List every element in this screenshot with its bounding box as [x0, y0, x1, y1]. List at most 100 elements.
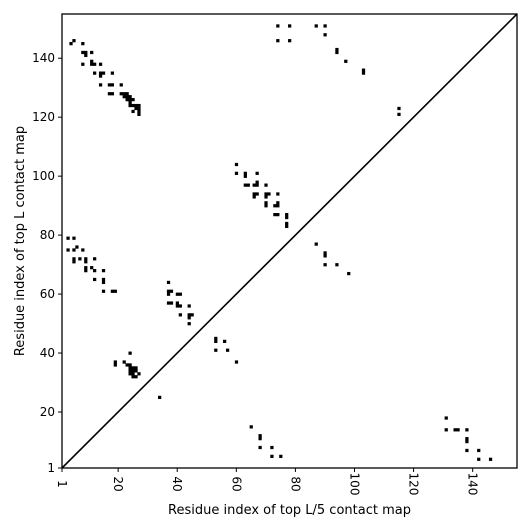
contact-cell	[214, 348, 218, 352]
contact-cell	[444, 428, 448, 432]
contact-cell	[72, 257, 76, 261]
contact-cell	[98, 62, 103, 66]
contact-cell	[122, 92, 126, 96]
contact-cell	[98, 83, 103, 87]
contact-cell	[78, 257, 82, 261]
contact-cell	[273, 213, 277, 217]
contact-cell	[128, 366, 132, 370]
contact-cell	[264, 201, 268, 205]
contact-cell	[158, 395, 162, 400]
contact-cell	[110, 83, 114, 87]
contact-cell	[323, 251, 327, 255]
contact-cell	[134, 375, 138, 379]
x-tick-label: 40	[170, 476, 184, 491]
contact-cell	[166, 289, 171, 293]
contact-cell	[187, 304, 191, 308]
contact-cell	[323, 254, 327, 258]
x-tick-label: 100	[348, 473, 362, 496]
contact-cell	[131, 375, 135, 379]
contact-cell	[84, 257, 88, 261]
contact-cell	[234, 171, 239, 175]
contact-cell	[81, 62, 85, 66]
contact-cell	[214, 339, 218, 343]
contact-cell	[131, 109, 135, 114]
contact-cell	[69, 42, 73, 46]
contact-cell	[243, 183, 247, 187]
contact-cell	[276, 204, 280, 208]
contact-cell	[285, 224, 289, 229]
contact-cell	[347, 271, 351, 276]
contact-cell	[465, 437, 469, 441]
contact-cell	[175, 301, 179, 305]
contact-cell	[166, 280, 171, 285]
contact-cell	[214, 336, 218, 341]
contact-cell	[335, 263, 339, 267]
y-tick-label: 140	[32, 51, 55, 65]
contact-cell	[323, 263, 327, 267]
contact-cell	[175, 304, 179, 308]
contact-cell	[314, 242, 318, 246]
contact-cell	[323, 33, 327, 37]
contact-cell	[101, 280, 106, 285]
contact-cell	[444, 416, 448, 420]
contact-cell	[128, 98, 132, 102]
contact-cell	[84, 53, 88, 58]
contact-cell	[252, 192, 256, 196]
contact-cells	[66, 24, 493, 461]
contact-cell	[93, 71, 97, 75]
contact-cell	[243, 174, 247, 178]
contact-cell	[107, 83, 112, 87]
contact-cell	[128, 100, 132, 105]
y-axis-label: Residue index of top L contact map	[13, 126, 28, 356]
contact-cell	[255, 192, 259, 196]
x-tick-label: 1	[55, 480, 69, 488]
x-tick-label: 140	[466, 473, 480, 496]
contact-cell	[81, 50, 85, 55]
contact-cell	[276, 24, 280, 28]
contact-cell	[84, 50, 88, 55]
contact-cell	[137, 109, 141, 114]
contact-cell	[101, 71, 106, 75]
contact-cell	[125, 95, 129, 99]
contact-cell	[279, 454, 283, 458]
contact-cell	[66, 236, 70, 240]
contact-cell	[98, 74, 103, 78]
contact-cell	[276, 201, 280, 205]
contact-cell	[137, 103, 141, 108]
contact-cell	[234, 162, 239, 167]
contact-cell	[125, 98, 129, 102]
contact-cell	[335, 50, 339, 55]
contact-cell	[110, 92, 114, 96]
contact-cell	[456, 428, 460, 432]
contact-cell	[264, 183, 268, 187]
x-tick-label: 60	[229, 476, 243, 491]
contact-cell	[169, 301, 174, 305]
contact-cell	[273, 204, 277, 208]
y-tick-label: 100	[32, 169, 55, 183]
contact-cell	[128, 351, 132, 355]
contact-cell	[84, 266, 88, 270]
contact-cell	[270, 454, 274, 458]
contact-cell	[178, 313, 182, 317]
contact-cell	[134, 366, 138, 370]
x-axis-label: Residue index of top L/5 contact map	[168, 503, 411, 518]
y-tick-label: 60	[40, 287, 55, 301]
contact-cell	[264, 195, 268, 199]
contact-cell	[314, 24, 318, 28]
contact-cell	[453, 428, 457, 432]
contact-cell	[128, 95, 132, 99]
contact-cell	[119, 83, 123, 87]
contact-cell	[178, 292, 182, 296]
contact-cell	[90, 62, 94, 66]
contact-cell	[166, 301, 171, 305]
contact-cell	[276, 39, 280, 43]
contact-cell	[101, 277, 106, 282]
contact-cell	[267, 192, 271, 196]
y-tick-label: 20	[40, 405, 55, 419]
contact-cell	[72, 236, 76, 240]
contact-cell	[131, 366, 135, 370]
contact-cell	[93, 269, 97, 273]
plot-frame	[61, 13, 518, 469]
contact-cell	[276, 192, 280, 196]
